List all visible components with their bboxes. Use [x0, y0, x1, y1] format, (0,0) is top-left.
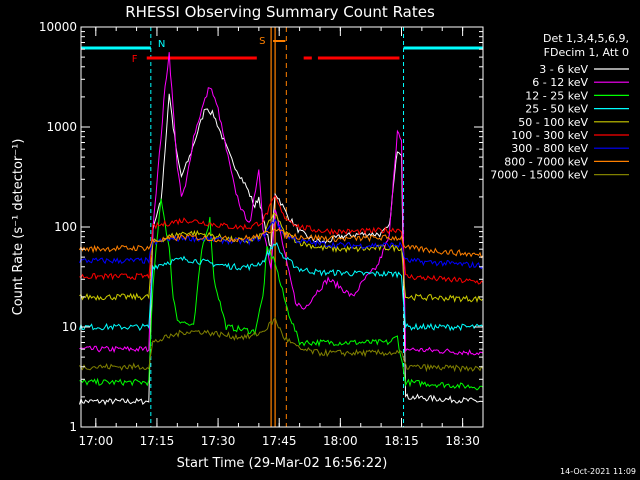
series-line-6 [79, 218, 484, 270]
series-line-8 [79, 316, 484, 373]
legend-label-1: 6 - 12 keV [532, 76, 588, 89]
y-tick-label: 10000 [39, 20, 77, 34]
x-tick-label: 17:15 [140, 434, 175, 448]
y-tick-label: 1000 [46, 120, 77, 134]
x-tick-label: 18:30 [445, 434, 480, 448]
series-line-7 [79, 228, 484, 259]
legend-label-5: 100 - 300 keV [511, 129, 588, 142]
x-axis-label: Start Time (29-Mar-02 16:56:22) [177, 456, 388, 471]
legend-header-line-1: Det 1,3,4,5,6,9, [543, 32, 629, 45]
y-axis: 1 10 100 1000 10000 [39, 20, 483, 434]
y-tick-label: 100 [54, 220, 77, 234]
legend-label-8: 7000 - 15000 keV [490, 169, 588, 182]
x-tick-label: 17:30 [201, 434, 236, 448]
legend-label-0: 3 - 6 keV [539, 63, 588, 76]
series-line-3 [79, 241, 484, 332]
saa-flag-label: S [259, 36, 265, 47]
series-layer [79, 52, 484, 406]
x-axis: 17:00 17:15 17:30 17:45 18:00 18:15 18:30 [79, 27, 484, 448]
y-tick-label: 1 [69, 420, 77, 434]
legend-label-3: 25 - 50 keV [525, 103, 588, 116]
night-flag-label: N [158, 39, 165, 50]
legend-label-4: 50 - 100 keV [518, 116, 588, 129]
legend-label-2: 12 - 25 keV [525, 89, 588, 102]
legend-label-7: 800 - 7000 keV [504, 155, 588, 168]
x-tick-label: 17:00 [79, 434, 114, 448]
legend-label-6: 300 - 800 keV [511, 142, 588, 155]
legend-header-line-2: FDecim 1, Att 0 [544, 46, 629, 59]
chart-title: RHESSI Observing Summary Count Rates [125, 3, 435, 21]
x-tick-label: 18:00 [323, 434, 358, 448]
legend: Det 1,3,4,5,6,9, FDecim 1, Att 0 3 - 6 k… [490, 32, 629, 182]
series-line-4 [79, 212, 484, 304]
series-line-1 [79, 52, 484, 356]
series-line-5 [79, 194, 484, 285]
footer-timestamp: 14-Oct-2021 11:09 [560, 467, 636, 476]
y-tick-label: 10 [62, 320, 77, 334]
series-line-0 [79, 93, 484, 406]
y-axis-label: Count Rate (s⁻¹ detector⁻¹) [11, 139, 26, 316]
x-tick-label: 17:45 [262, 434, 297, 448]
x-tick-label: 18:15 [384, 434, 419, 448]
flare-flag-label: F [132, 54, 138, 65]
series-line-2 [79, 198, 484, 391]
